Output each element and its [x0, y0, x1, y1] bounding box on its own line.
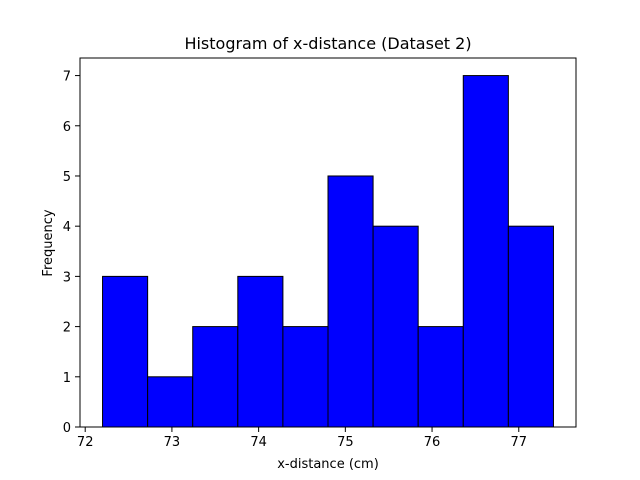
histogram-bar-7 [372, 225, 419, 428]
y-axis-label: Frequency [41, 209, 56, 276]
x-axis-label: x-distance (cm) [277, 457, 379, 472]
plot-frame [79, 57, 577, 428]
x-axis-ticks: 72 73 74 75 76 77 [77, 427, 527, 450]
x-tick-label: 76 [424, 435, 441, 450]
y-axis-ticks: 0 1 2 3 4 5 6 7 [63, 70, 80, 436]
histogram-bar-2 [147, 376, 194, 428]
chart-title: Histogram of x-distance (Dataset 2) [184, 34, 471, 53]
histogram-bar-9 [462, 75, 509, 428]
histogram-bar-10 [507, 225, 554, 428]
x-tick-label: 73 [164, 435, 181, 450]
x-tick-label: 75 [337, 435, 354, 450]
y-tick-label: 0 [63, 421, 71, 436]
histogram-bar-1 [102, 275, 149, 428]
histogram-bar-5 [282, 326, 329, 428]
y-tick-label: 7 [63, 70, 71, 85]
histogram-bar-8 [417, 326, 464, 428]
x-tick-label: 77 [510, 435, 527, 450]
y-tick-label: 2 [63, 321, 71, 336]
y-tick-label: 5 [63, 170, 71, 185]
histogram-bar-3 [192, 326, 239, 428]
histogram-bar-6 [327, 175, 374, 428]
y-tick-label: 4 [63, 220, 71, 235]
y-tick-label: 3 [63, 270, 71, 285]
histogram-bar-4 [237, 275, 284, 428]
bars-group [102, 75, 554, 428]
y-tick-label: 1 [63, 371, 71, 386]
x-tick-label: 74 [250, 435, 267, 450]
x-tick-label: 72 [77, 435, 94, 450]
y-tick-label: 6 [63, 120, 71, 135]
